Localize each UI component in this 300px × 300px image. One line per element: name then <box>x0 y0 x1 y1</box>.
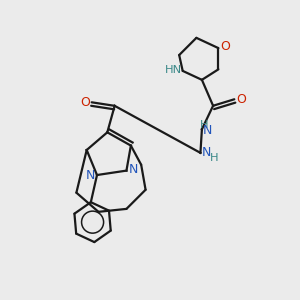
Text: O: O <box>236 93 246 106</box>
Text: N: N <box>202 146 211 159</box>
Text: N: N <box>86 169 95 182</box>
Text: H: H <box>200 120 208 130</box>
Text: O: O <box>80 96 90 109</box>
Text: H: H <box>210 153 219 163</box>
Text: O: O <box>220 40 230 53</box>
Text: HN: HN <box>165 65 182 75</box>
Text: N: N <box>203 124 212 137</box>
Text: N: N <box>129 163 139 176</box>
